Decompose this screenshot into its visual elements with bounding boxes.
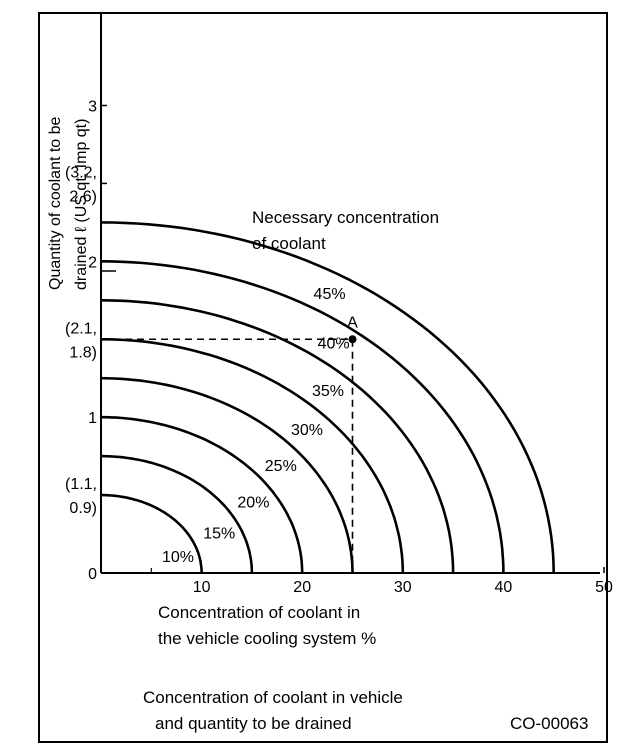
caption-line-1: Concentration of coolant in vehicle bbox=[143, 688, 403, 707]
series-curves bbox=[100, 221, 555, 574]
curve-label-15pct: 15% bbox=[203, 526, 235, 543]
x-axis-title-line-1: Concentration of coolant in bbox=[158, 603, 361, 622]
y-tick-label: (3.2, bbox=[65, 164, 97, 181]
y-tick-label: 0.9) bbox=[69, 500, 97, 517]
x-ticks: 10 20 30 40 50 bbox=[150, 567, 613, 596]
curve-30pct bbox=[101, 338, 405, 574]
point-a-marker bbox=[348, 335, 357, 344]
curve-40pct bbox=[100, 260, 505, 574]
y-tick-label: 3 bbox=[88, 99, 97, 116]
y-axis-title: Quantity of coolant to be drained ℓ (US … bbox=[47, 116, 90, 290]
curve-25pct bbox=[100, 376, 354, 574]
curve-label-25pct: 25% bbox=[265, 458, 297, 475]
y-axis-title-line-2: drained ℓ (US qt, Imp qt) bbox=[73, 119, 90, 290]
y-tick-label: 2.6) bbox=[69, 188, 97, 205]
x-tick-label-30: 30 bbox=[394, 579, 412, 596]
curve-10pct bbox=[101, 493, 203, 573]
y-tick-label: 0 bbox=[88, 566, 97, 583]
curve-label-45pct: 45% bbox=[314, 286, 346, 303]
point-a: A bbox=[101, 314, 358, 573]
annotation-line-1: Necessary concentration bbox=[252, 208, 440, 227]
curve-15pct bbox=[100, 454, 254, 574]
curve-label-40pct: 40% bbox=[318, 336, 350, 353]
annotation-line-2: of coolant bbox=[252, 234, 326, 253]
curve-label-30pct: 30% bbox=[291, 422, 323, 439]
x-tick-label-10: 10 bbox=[193, 579, 211, 596]
x-tick-label-50: 50 bbox=[595, 579, 613, 596]
curve-35pct bbox=[100, 299, 455, 574]
y-tick-label: (1.1, bbox=[65, 476, 97, 493]
y-tick-label: 1 bbox=[88, 410, 97, 427]
point-a-label: A bbox=[347, 314, 358, 331]
y-tick-label: (2.1, bbox=[65, 320, 97, 337]
x-tick-label-40: 40 bbox=[495, 579, 513, 596]
curve-20pct bbox=[101, 415, 304, 574]
x-tick-label-20: 20 bbox=[293, 579, 311, 596]
figure-code: CO-00063 bbox=[510, 714, 589, 733]
series-labels: 10% 15%20% 25% 30% 35% 40% 45% bbox=[162, 286, 350, 566]
y-tick-label: 2 bbox=[88, 254, 97, 271]
curve-label-10pct: 10% bbox=[162, 549, 194, 566]
caption-line-2: and quantity to be drained bbox=[155, 714, 352, 733]
curve-label-35pct: 35% bbox=[312, 383, 344, 400]
curve-label-20pct: 20% bbox=[237, 494, 269, 511]
y-ticks: 0 (1.1, 0.9) 1 (2.1, 1.8) 2 (3.2, 2.6) 3 bbox=[65, 99, 107, 583]
curve-45pct bbox=[100, 221, 555, 574]
y-tick-label: 1.8) bbox=[69, 344, 97, 361]
y-axis-title-line-1: Quantity of coolant to be bbox=[47, 116, 64, 290]
figure-frame bbox=[38, 12, 608, 743]
x-axis-title-line-2: the vehicle cooling system % bbox=[158, 629, 377, 648]
